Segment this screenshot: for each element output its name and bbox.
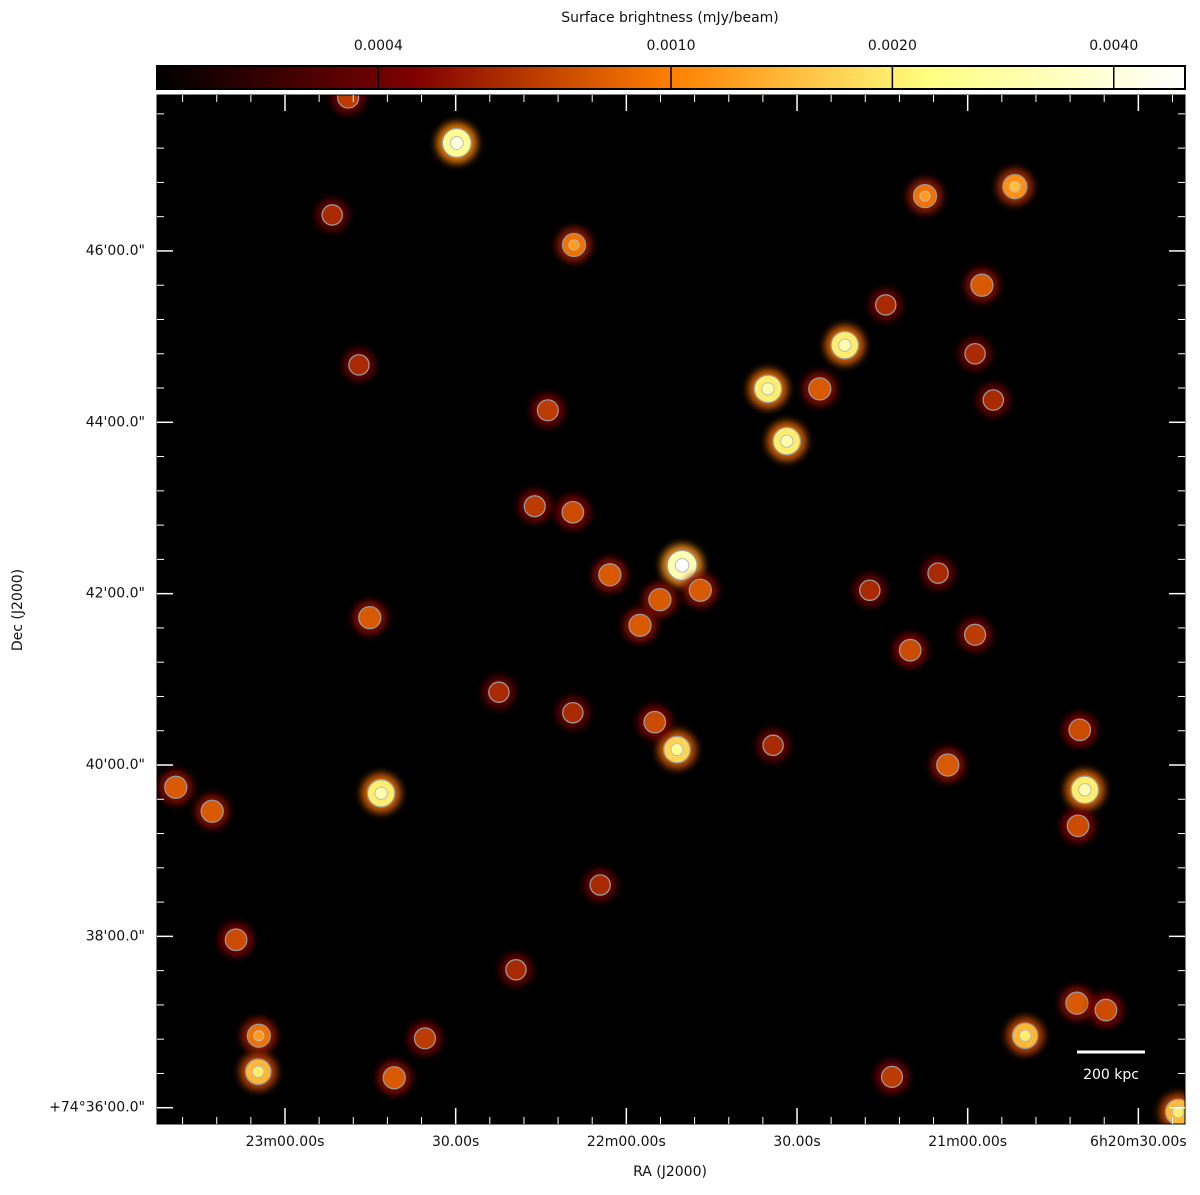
source [337,95,360,109]
source [927,562,949,584]
y-tick-label: +74°36'00.0" [49,1100,145,1116]
source-core [780,434,794,448]
source [1065,991,1089,1015]
colorbar-tick-label: 0.0020 [868,38,917,54]
source-core [1171,1105,1185,1119]
source [224,928,248,952]
x-tick-label: 22m00.00s [587,1134,666,1150]
source [880,1065,904,1088]
source [358,605,382,630]
source [1066,814,1090,838]
source [164,775,188,799]
source [628,613,652,638]
source [505,959,527,981]
x-axis-label: RA (J2000) [633,1164,707,1180]
source [970,273,994,297]
source [562,701,584,724]
y-axis-label: Dec (J2000) [10,569,26,651]
source [859,579,881,601]
y-tick-label: 42'00.0" [86,586,145,602]
source-core [838,338,852,352]
y-tick-label: 38'00.0" [86,928,145,944]
source-core [919,190,931,202]
source [321,204,343,226]
plot-frame [156,94,1186,1125]
colorbar-tick-label: 0.0004 [354,38,403,54]
source-core [568,239,580,251]
source [762,734,784,757]
image [158,95,1185,1124]
x-tick-label: 23m00.00s [246,1134,325,1150]
scale-bar-label: 200 kpc [1083,1067,1139,1083]
source-core [1008,180,1021,193]
source-core [374,786,388,800]
source [936,753,960,777]
x-tick-label: 30.00s [432,1134,479,1150]
source [589,874,611,896]
source [488,681,510,703]
colorbar-tick-label: 0.0040 [1089,38,1138,54]
colorbar-tick-label: 0.0010 [647,38,696,54]
source-core [253,1030,265,1042]
source [1094,998,1118,1022]
y-tick-label: 40'00.0" [86,757,145,773]
colorbar-label: Surface brightness (mJy/beam) [561,10,779,26]
source [874,294,897,316]
source [200,799,224,823]
source [808,377,832,401]
source-core [252,1065,265,1078]
source [898,638,922,662]
source [648,587,672,612]
source-core [674,558,690,573]
source [643,710,667,734]
source [382,1066,406,1090]
source-core [761,382,775,396]
source-core [449,135,464,150]
source-core [1078,783,1092,797]
source [598,563,622,587]
source [348,354,370,376]
axes: 0.0004 0.0010 0.0020 0.0040 23m00.00s 30.00s 2… [49,38,1186,1150]
source [523,495,546,518]
source [536,399,559,422]
source [963,623,987,646]
x-tick-label: 30.00s [773,1134,820,1150]
source [982,389,1005,411]
x-tick-label: 6h20m30.00s [1090,1134,1187,1150]
y-tick-label: 46'00.0" [86,243,145,259]
source [1068,718,1092,742]
y-tick-label: 44'00.0" [86,414,145,430]
source [561,500,585,524]
source [688,578,712,602]
source [964,342,986,365]
source [413,1027,437,1050]
source-core [670,743,684,757]
source-core [1018,1029,1032,1042]
x-tick-label: 21m00.00s [928,1134,1007,1150]
